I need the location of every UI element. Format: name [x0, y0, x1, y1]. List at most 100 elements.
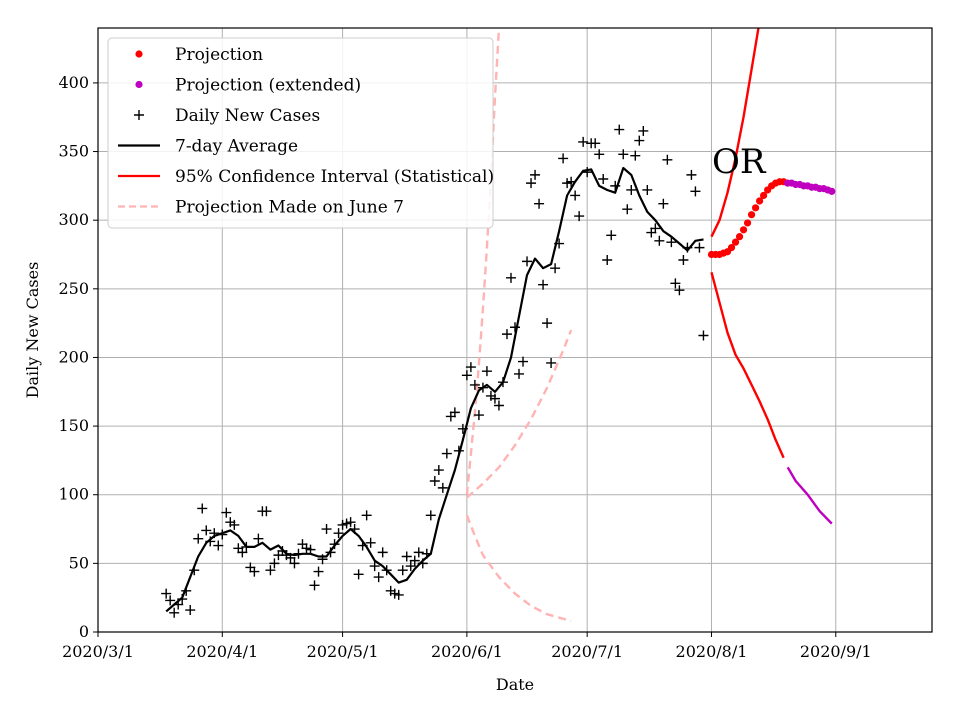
daily-case-point: [473, 410, 484, 421]
daily-case-point: [249, 566, 260, 577]
daily-case-point: [634, 135, 645, 146]
seven-day-average-line: [165, 166, 704, 613]
daily-case-point: [606, 230, 617, 241]
axes-frame: [97, 27, 933, 633]
daily-case-point: [169, 607, 180, 618]
daily-case-point: [345, 517, 356, 528]
daily-case-point: [397, 565, 408, 576]
daily-case-point: [497, 377, 508, 388]
daily-case-point: [530, 169, 541, 180]
daily-case-point: [449, 407, 460, 418]
daily-case-point: [650, 223, 661, 234]
daily-case-point: [493, 400, 504, 411]
daily-case-point: [221, 507, 232, 518]
daily-case-point: [253, 533, 264, 544]
daily-case-point: [353, 569, 364, 580]
daily-case-point: [409, 555, 420, 566]
daily-case-point: [538, 279, 549, 290]
june7-projection-lower-line: [465, 514, 572, 623]
daily-case-point: [441, 448, 452, 459]
daily-case-point: [698, 330, 709, 341]
daily-case-point: [638, 125, 649, 136]
projection-point: [751, 204, 760, 212]
daily-case-point: [630, 150, 641, 161]
daily-case-point: [373, 572, 384, 583]
y-tick-label: 100: [58, 485, 89, 504]
daily-case-point: [217, 529, 228, 540]
daily-case-point: [349, 524, 360, 535]
daily-case-point: [269, 558, 280, 569]
daily-case-point: [477, 382, 488, 393]
daily-case-point: [437, 482, 448, 493]
daily-case-point: [189, 565, 200, 576]
daily-case-point: [654, 235, 665, 246]
legend-label: Projection (extended): [175, 76, 361, 96]
ci-lower-line: [710, 271, 785, 459]
daily-case-point: [213, 540, 224, 551]
daily-case-point: [465, 362, 476, 373]
daily-case-point: [598, 174, 609, 184]
daily-case-point: [662, 154, 673, 165]
daily-case-point: [429, 476, 440, 486]
daily-case-point: [265, 565, 276, 576]
daily-case-point: [505, 272, 516, 283]
daily-case-point: [674, 285, 685, 296]
daily-case-point: [602, 254, 613, 265]
daily-case-point: [185, 605, 196, 616]
legend-label: 95% Confidence Interval (Statistical): [175, 167, 494, 187]
daily-case-point: [590, 138, 601, 149]
ci-lower-extended-line: [786, 466, 833, 525]
y-tick-label: 50: [69, 553, 89, 572]
daily-case-point: [381, 565, 392, 576]
daily-case-point: [574, 211, 585, 222]
projection-point: [747, 211, 756, 219]
y-tick-label: 300: [58, 210, 89, 229]
y-tick-label: 150: [58, 416, 89, 435]
daily-case-point: [658, 198, 669, 209]
daily-case-point: [393, 589, 404, 600]
daily-case-point: [682, 242, 693, 253]
daily-case-point: [622, 204, 633, 215]
axis-ticks: 2020/3/1 2020/4/1 2020/5/1 2020/6/1 2020/7/1…: [58, 73, 871, 661]
daily-case-point: [361, 510, 372, 521]
x-tick-label: 2020/7/1: [551, 642, 623, 661]
daily-case-point: [309, 580, 320, 591]
daily-case-point: [293, 548, 304, 559]
projection-point: [739, 226, 748, 234]
daily-case-point: [433, 465, 444, 476]
daily-case-point: [626, 184, 637, 195]
daily-case-point: [401, 551, 412, 562]
daily-case-point: [481, 366, 492, 377]
daily-case-point: [417, 558, 428, 569]
daily-case-point: [329, 539, 340, 550]
daily-case-point: [518, 356, 529, 367]
daily-case-point: [405, 561, 416, 572]
projection-point: [759, 191, 768, 200]
x-tick-label: 2020/6/1: [431, 642, 503, 661]
x-tick-label: 2020/3/1: [62, 642, 134, 661]
daily-case-point: [333, 528, 344, 539]
legend-box: [107, 37, 494, 229]
daily-case-point: [173, 599, 184, 610]
daily-case-point: [642, 184, 653, 195]
legend: Projection Projection (extended) Daily New…: [107, 37, 494, 229]
daily-case-point: [550, 263, 561, 274]
daily-case-point: [514, 368, 525, 379]
daily-case-point: [165, 595, 176, 606]
daily-case-point: [457, 423, 468, 434]
daily-case-point: [546, 357, 557, 368]
daily-case-point: [594, 149, 605, 160]
legend-label: Daily New Cases: [175, 106, 320, 126]
daily-case-point: [313, 566, 324, 577]
daily-case-point: [542, 318, 553, 329]
projection-point: [755, 197, 764, 205]
daily-case-point: [241, 541, 252, 552]
series-group: [161, 28, 836, 623]
legend-label: Projection Made on June 7: [175, 198, 404, 218]
daily-case-point: [489, 393, 500, 404]
y-tick-label: 350: [58, 142, 89, 161]
daily-case-point: [666, 237, 677, 248]
plot-area: [161, 28, 836, 623]
daily-case-point: [377, 547, 388, 558]
legend-plus-marker: [134, 110, 144, 120]
